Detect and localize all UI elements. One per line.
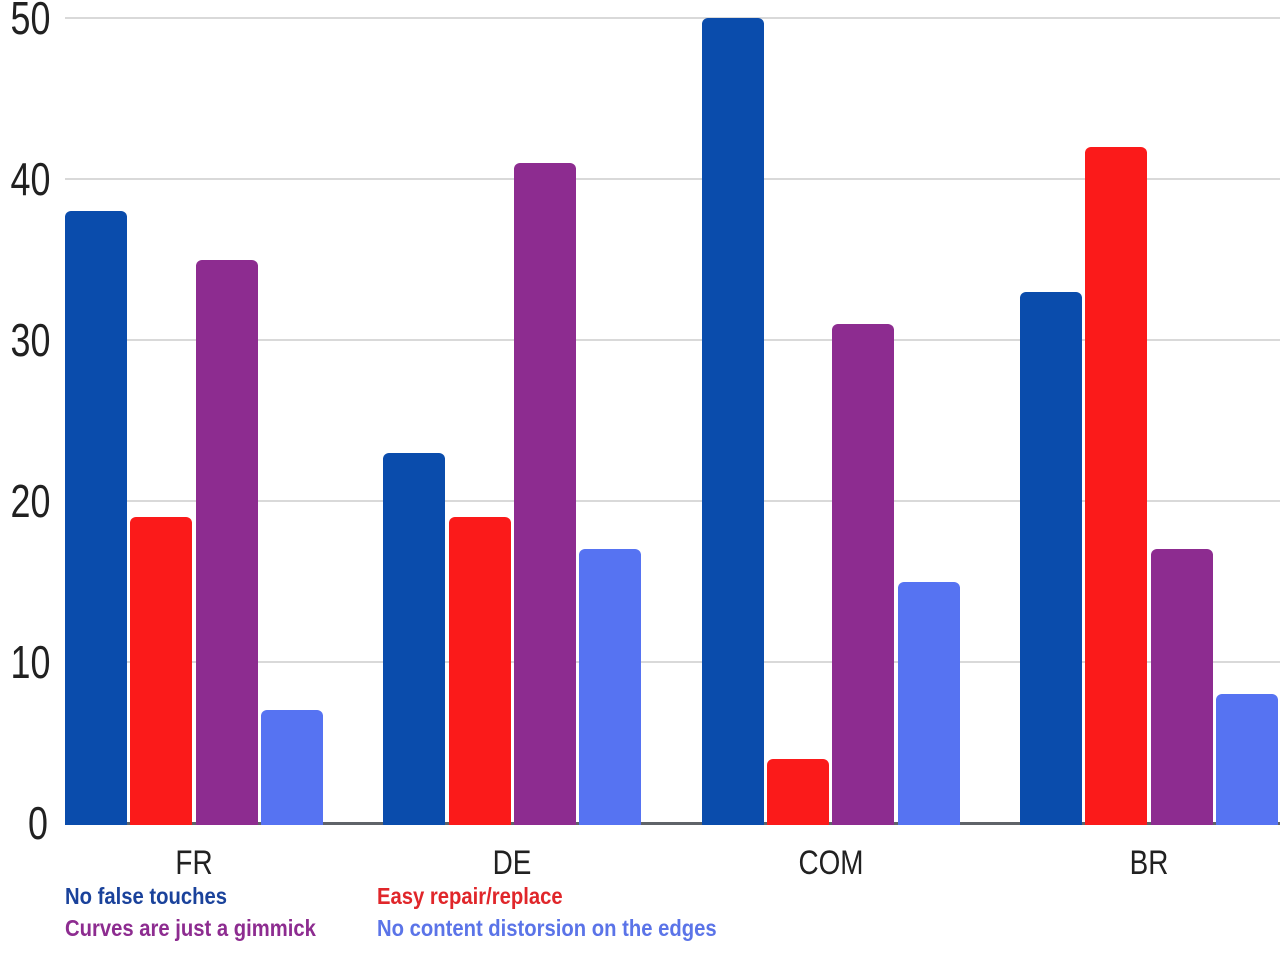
- y-tick-label: 20: [10, 475, 51, 527]
- bar-de-s0: [383, 452, 445, 825]
- x-category-label: BR: [1129, 844, 1169, 882]
- bar-com-s2: [832, 323, 894, 825]
- gridline: [65, 500, 1280, 502]
- legend-item: No content distorsion on the edges: [377, 915, 717, 941]
- gridline: [65, 339, 1280, 341]
- legend-item: Curves are just a gimmick: [65, 915, 316, 941]
- bar-br-s1: [1085, 146, 1147, 825]
- bar-com-s3: [898, 581, 960, 825]
- y-tick-label: 40: [10, 153, 51, 205]
- gridline: [65, 661, 1280, 663]
- bar-de-s2: [514, 162, 576, 825]
- bar-br-s3: [1216, 694, 1278, 825]
- bar-br-s0: [1020, 291, 1082, 825]
- y-tick-label: 50: [10, 0, 51, 44]
- bar-fr-s3: [261, 710, 323, 825]
- bar-br-s2: [1151, 549, 1213, 825]
- bar-fr-s1: [130, 517, 192, 825]
- bar-com-s0: [702, 18, 764, 825]
- bar-de-s1: [449, 517, 511, 825]
- x-category-label: COM: [798, 844, 864, 882]
- gridline: [65, 178, 1280, 180]
- bar-com-s1: [767, 758, 829, 825]
- y-tick-label: 10: [10, 636, 51, 688]
- y-tick-label: 0: [28, 797, 48, 849]
- legend-item: Easy repair/replace: [377, 883, 563, 909]
- bar-de-s3: [579, 549, 641, 825]
- bar-fr-s2: [196, 259, 258, 825]
- x-category-label: FR: [175, 844, 213, 882]
- x-category-label: DE: [492, 844, 532, 882]
- x-axis-line: [65, 822, 1280, 825]
- legend-item: No false touches: [65, 883, 227, 909]
- gridline: [65, 17, 1280, 19]
- bar-fr-s0: [65, 211, 127, 825]
- y-tick-label: 30: [10, 314, 51, 366]
